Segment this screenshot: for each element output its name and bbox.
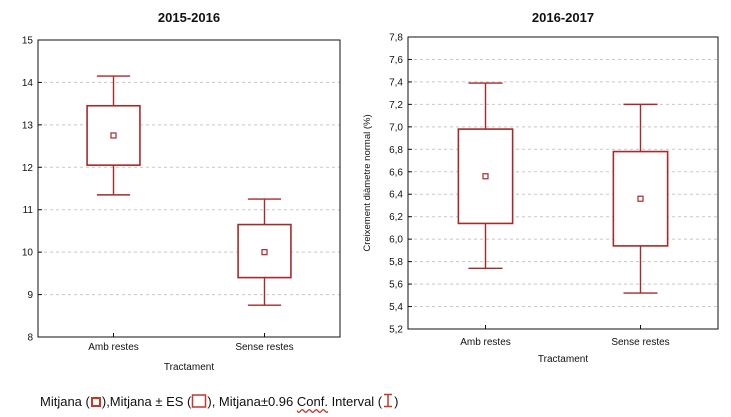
plot-frame [407, 36, 719, 330]
legend-text-se: ),Mitjana ± ES ( [101, 394, 192, 409]
legend-text-conf: Conf. [296, 394, 328, 409]
y-tick-label: 7,8 [389, 33, 403, 44]
y-tick-label: 11 [23, 205, 34, 216]
y-tick-label: 5,8 [389, 257, 403, 268]
x-tick-label: Amb restes [460, 337, 511, 348]
x-tick-label: Sense restes [235, 342, 293, 353]
mean-marker-icon [90, 397, 101, 407]
y-tick-label: 7,4 [389, 77, 403, 88]
se-box [457, 128, 514, 225]
chart-0: 8 9 10 11 12 13 14 15 2015-2016 Tractament Amb res… [22, 10, 341, 373]
y-tick-label: 7,2 [389, 100, 403, 111]
y-tick-label: 13 [22, 120, 34, 131]
legend-text-ci: ), Mitjana±0.96 [207, 394, 297, 409]
se-box-icon [192, 394, 207, 408]
x-tick-label: Amb restes [88, 342, 139, 353]
plot-frame [37, 39, 341, 338]
whisker-icon [384, 393, 393, 408]
y-tick-label: 12 [22, 163, 34, 174]
chart-title: 2016-2017 [532, 10, 594, 25]
y-tick-label: 5,4 [389, 302, 403, 313]
y-axis-title: Creixement diàmetre normal (%) [362, 114, 373, 251]
y-tick-label: 14 [22, 78, 34, 89]
y-tick-label: 6,0 [389, 235, 403, 246]
mean-marker [110, 132, 117, 139]
y-tick-label: 8 [27, 333, 33, 344]
legend-text-mean: Mitjana ( [40, 394, 90, 409]
chart-1: 5,2 5,4 5,6 5,8 6,0 6,2 6,4 6,6 6,8 7,0 7,2 7,4 7,6 7… [362, 10, 719, 365]
y-tick-label: 7,6 [389, 55, 403, 66]
y-tick-label: 15 [22, 36, 34, 47]
y-tick-label: 5,2 [389, 325, 403, 336]
legend-text-close: ) [394, 394, 399, 409]
y-tick-label: 6,8 [389, 145, 403, 156]
y-tick-label: 5,6 [389, 280, 403, 291]
y-tick-label: 6,2 [389, 212, 403, 223]
y-tick-label: 10 [22, 248, 34, 259]
chart-title: 2015-2016 [158, 10, 220, 25]
x-tick-label: Sense restes [611, 337, 669, 348]
y-tick-label: 7,0 [389, 122, 403, 133]
mean-marker [482, 173, 489, 180]
legend-text-interval: Interval ( [327, 394, 383, 409]
mean-marker [637, 195, 644, 202]
legend: Mitjana ( ),Mitjana ± ES ( ), Mitjana±0.96… [40, 393, 398, 410]
x-axis-title: Tractament [164, 362, 214, 373]
y-tick-label: 6,6 [389, 167, 403, 178]
y-tick-label: 6,4 [389, 190, 403, 201]
mean-marker [261, 249, 268, 256]
se-box [237, 223, 292, 279]
x-axis-title: Tractament [538, 354, 588, 365]
y-tick-label: 9 [27, 290, 33, 301]
